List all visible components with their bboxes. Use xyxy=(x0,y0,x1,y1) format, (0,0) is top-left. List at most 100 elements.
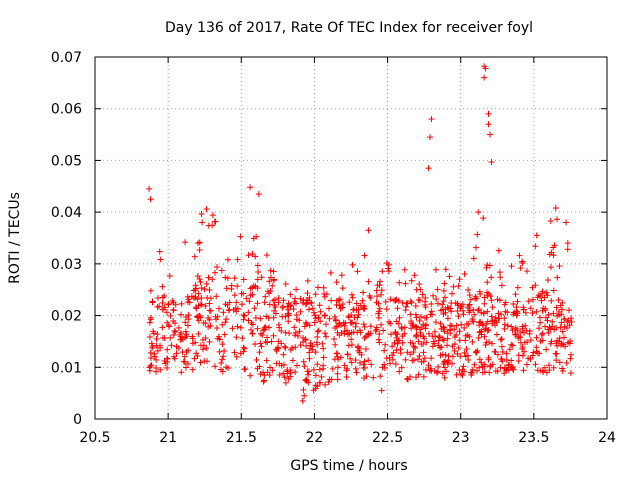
data-point xyxy=(254,300,261,307)
data-point xyxy=(552,205,559,212)
data-point xyxy=(147,196,154,203)
data-point xyxy=(367,294,374,301)
data-point xyxy=(435,342,442,349)
data-point xyxy=(541,294,548,301)
data-point xyxy=(566,307,573,314)
data-point xyxy=(206,287,213,294)
data-point xyxy=(348,336,355,343)
data-point xyxy=(217,366,224,373)
data-point xyxy=(153,368,160,375)
data-point xyxy=(365,227,372,234)
data-point xyxy=(494,351,501,358)
data-point xyxy=(268,338,275,345)
data-point xyxy=(183,331,190,338)
data-point xyxy=(294,332,301,339)
data-point xyxy=(178,300,185,307)
data-point xyxy=(343,374,350,381)
data-point xyxy=(556,338,563,345)
data-point xyxy=(483,264,490,271)
data-point xyxy=(428,355,435,362)
data-point xyxy=(344,331,351,338)
data-point xyxy=(287,369,294,376)
data-point xyxy=(323,333,330,340)
data-point xyxy=(159,324,166,331)
data-point xyxy=(282,379,289,386)
data-point xyxy=(488,274,495,281)
data-point xyxy=(312,382,319,389)
data-point xyxy=(503,356,510,363)
data-point xyxy=(436,333,443,340)
grid-lines xyxy=(95,57,607,419)
data-point xyxy=(417,326,424,333)
data-point xyxy=(392,361,399,368)
data-point xyxy=(373,299,380,306)
data-point xyxy=(425,165,432,172)
data-point xyxy=(555,296,562,303)
data-point xyxy=(539,330,546,337)
data-point xyxy=(171,327,178,334)
data-point xyxy=(510,301,517,308)
data-point xyxy=(410,343,417,350)
data-point xyxy=(498,335,505,342)
data-point xyxy=(436,334,443,341)
data-point xyxy=(407,298,414,305)
data-point xyxy=(374,282,381,289)
data-point xyxy=(312,349,319,356)
data-point xyxy=(361,358,368,365)
data-point xyxy=(270,268,277,275)
data-point xyxy=(402,356,409,363)
data-point xyxy=(440,298,447,305)
data-point xyxy=(449,290,456,297)
data-point xyxy=(389,352,396,359)
data-point xyxy=(156,248,163,255)
data-point xyxy=(222,274,229,281)
data-point xyxy=(488,313,495,320)
data-point xyxy=(310,309,317,316)
data-point xyxy=(525,298,532,305)
data-point xyxy=(226,299,233,306)
data-point xyxy=(541,364,548,371)
data-point xyxy=(509,366,516,373)
data-point xyxy=(391,339,398,346)
data-point xyxy=(476,364,483,371)
data-point xyxy=(460,311,467,318)
x-tick-label: 23 xyxy=(452,430,470,446)
data-point xyxy=(353,300,360,307)
data-point xyxy=(559,328,566,335)
y-tick-label: 0.02 xyxy=(51,309,82,325)
data-point xyxy=(393,318,400,325)
data-point xyxy=(459,372,466,379)
data-point xyxy=(254,285,261,292)
data-point xyxy=(261,299,268,306)
data-point xyxy=(401,266,408,273)
data-point xyxy=(182,364,189,371)
data-point xyxy=(461,324,468,331)
data-point xyxy=(377,278,384,285)
data-point xyxy=(464,352,471,359)
data-point xyxy=(300,358,307,365)
data-point xyxy=(261,324,268,331)
data-point xyxy=(494,331,501,338)
data-point xyxy=(240,276,247,283)
data-point xyxy=(508,341,515,348)
data-point xyxy=(365,357,372,364)
data-point xyxy=(231,275,238,282)
data-point xyxy=(428,300,435,307)
data-point xyxy=(259,332,266,339)
data-point xyxy=(205,274,212,281)
data-point xyxy=(537,338,544,345)
data-point xyxy=(540,305,547,312)
data-point xyxy=(153,342,160,349)
data-point xyxy=(195,330,202,337)
data-point xyxy=(276,324,283,331)
data-point xyxy=(522,322,529,329)
data-point xyxy=(254,365,261,372)
data-point xyxy=(539,307,546,314)
data-point xyxy=(213,325,220,332)
data-point xyxy=(413,314,420,321)
data-point xyxy=(195,240,202,247)
x-tick-labels: 20.5 21 21.5 22 22.5 23 23.5 24 xyxy=(79,430,616,446)
data-point xyxy=(485,110,492,117)
data-point xyxy=(484,292,491,299)
data-point xyxy=(231,349,238,356)
